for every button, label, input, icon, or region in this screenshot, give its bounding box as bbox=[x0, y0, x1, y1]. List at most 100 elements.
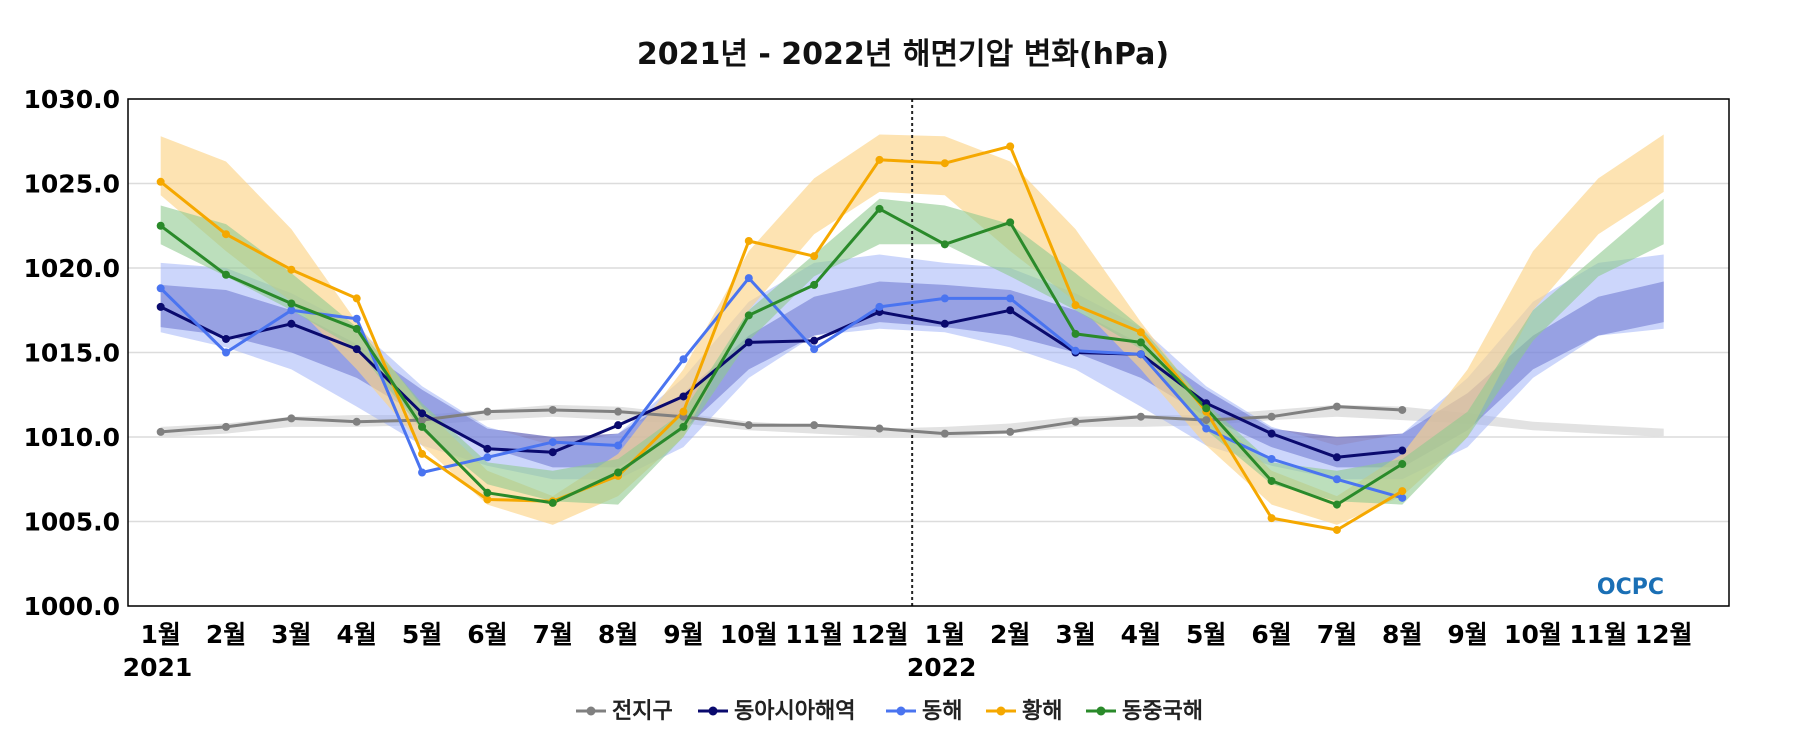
data-point-east-china-sea bbox=[156, 221, 165, 230]
y-tick-label: 1025.0 bbox=[24, 170, 120, 199]
y-tick-label: 1010.0 bbox=[24, 423, 120, 452]
x-tick-label: 12월 bbox=[1635, 620, 1693, 649]
data-point-yellow-sea bbox=[1136, 328, 1145, 337]
data-point-global bbox=[744, 421, 753, 430]
x-tick-label: 1월 bbox=[140, 620, 180, 649]
data-point-east-china-sea bbox=[287, 299, 296, 308]
data-point-east-asia-seas bbox=[744, 338, 753, 347]
x-axis: 1월 2월 3월 4월 5월 6월 7월 8월 9월 10월 11월 12월 1월 2월 3월 4월 5월 6월 7… bbox=[123, 620, 1693, 682]
data-point-global bbox=[418, 416, 427, 425]
data-point-yellow-sea bbox=[352, 294, 361, 303]
legend-item-east-sea: 동해 bbox=[886, 699, 962, 724]
x-tick-label: 11월 bbox=[785, 620, 843, 649]
data-point-east-sea bbox=[483, 453, 492, 462]
data-point-yellow-sea bbox=[679, 407, 688, 416]
x-tick-label: 3월 bbox=[1055, 620, 1095, 649]
legend-label: 전지구 bbox=[612, 699, 673, 724]
data-point-east-asia-seas bbox=[1398, 446, 1407, 455]
legend-label: 황해 bbox=[1022, 699, 1062, 724]
ocpc-logo: OCPC bbox=[1597, 575, 1664, 600]
data-point-east-china-sea bbox=[1332, 500, 1341, 509]
data-point-east-asia-seas bbox=[418, 409, 427, 418]
data-point-east-china-sea bbox=[614, 468, 623, 477]
y-tick-label: 1030.0 bbox=[24, 85, 120, 114]
legend-item-yellow-sea: 황해 bbox=[986, 699, 1062, 724]
x-tick-label: 12월 bbox=[851, 620, 909, 649]
data-point-east-asia-seas bbox=[940, 319, 949, 328]
data-point-east-asia-seas bbox=[483, 444, 492, 453]
legend-swatch-dot bbox=[586, 706, 596, 716]
x-tick-label: 8월 bbox=[598, 620, 638, 649]
series-line-east-asia-seas bbox=[160, 305, 1403, 459]
data-point-yellow-sea bbox=[1267, 514, 1276, 523]
x-tick-label: 2월 bbox=[206, 620, 246, 649]
data-point-east-asia-seas bbox=[810, 336, 819, 345]
data-point-east-asia-seas bbox=[1332, 453, 1341, 462]
x-tick-label: 8월 bbox=[1382, 620, 1422, 649]
data-point-east-china-sea bbox=[744, 311, 753, 320]
data-point-east-sea bbox=[1136, 350, 1145, 359]
series-line-global bbox=[160, 405, 1403, 436]
data-point-yellow-sea bbox=[156, 177, 165, 186]
x-tick-label: 9월 bbox=[1447, 620, 1487, 649]
data-point-east-asia-seas bbox=[222, 334, 231, 343]
y-tick-label: 1020.0 bbox=[24, 254, 120, 283]
data-point-yellow-sea bbox=[744, 236, 753, 245]
data-point-east-sea bbox=[1202, 424, 1211, 433]
data-point-yellow-sea bbox=[222, 230, 231, 239]
data-point-global bbox=[1071, 417, 1080, 426]
data-point-global bbox=[287, 414, 296, 423]
series-points bbox=[156, 142, 1407, 534]
x-tick-label: 1월 bbox=[925, 620, 965, 649]
x-tick-label: 10월 bbox=[1504, 620, 1562, 649]
data-point-east-asia-seas bbox=[352, 345, 361, 354]
x-tick-label: 4월 bbox=[1121, 620, 1161, 649]
legend-swatch-dot bbox=[896, 706, 906, 716]
data-point-yellow-sea bbox=[287, 265, 296, 274]
legend: 전지구 동아시아해역 동해 황해 동중국해 bbox=[576, 699, 1203, 724]
data-point-east-sea bbox=[1071, 346, 1080, 355]
data-point-east-asia-seas bbox=[614, 421, 623, 430]
data-point-east-china-sea bbox=[940, 240, 949, 249]
data-point-global bbox=[940, 429, 949, 438]
x-tick-label: 9월 bbox=[663, 620, 703, 649]
data-point-east-china-sea bbox=[548, 498, 557, 507]
data-point-yellow-sea bbox=[940, 159, 949, 168]
data-point-yellow-sea bbox=[1071, 301, 1080, 310]
data-point-east-china-sea bbox=[1202, 404, 1211, 413]
data-point-global bbox=[222, 422, 231, 431]
series-line-east-china-sea bbox=[159, 207, 1404, 507]
data-point-yellow-sea bbox=[418, 449, 427, 458]
data-point-global bbox=[614, 407, 623, 416]
data-point-east-sea bbox=[1398, 493, 1407, 502]
x-tick-label: 6월 bbox=[1251, 620, 1291, 649]
data-point-east-asia-seas bbox=[548, 448, 557, 457]
legend-label: 동중국해 bbox=[1122, 699, 1203, 724]
data-point-east-china-sea bbox=[222, 270, 231, 279]
chart-title: 2021년 - 2022년 해면기압 변화(hPa) bbox=[637, 37, 1169, 72]
data-point-global bbox=[156, 427, 165, 436]
plot-frame bbox=[127, 98, 1730, 607]
data-point-global bbox=[483, 407, 492, 416]
x-tick-label: 3월 bbox=[271, 620, 311, 649]
x-tick-label: 11월 bbox=[1569, 620, 1627, 649]
data-point-yellow-sea bbox=[1006, 142, 1015, 151]
data-point-global bbox=[1332, 402, 1341, 411]
year-label: 2021 bbox=[123, 653, 193, 682]
series-lines bbox=[159, 144, 1404, 532]
data-point-global bbox=[1267, 412, 1276, 421]
x-tick-label: 6월 bbox=[467, 620, 507, 649]
data-point-yellow-sea bbox=[1398, 487, 1407, 496]
legend-label: 동아시아해역 bbox=[734, 699, 855, 724]
x-tick-label: 10월 bbox=[720, 620, 778, 649]
data-point-east-asia-seas bbox=[287, 319, 296, 328]
data-point-east-sea bbox=[1332, 475, 1341, 484]
data-point-east-sea bbox=[222, 348, 231, 357]
data-point-east-china-sea bbox=[810, 280, 819, 289]
data-point-global bbox=[352, 417, 361, 426]
data-point-global bbox=[810, 421, 819, 430]
data-point-east-sea bbox=[418, 468, 427, 477]
legend-item-east-china-sea: 동중국해 bbox=[1086, 699, 1203, 724]
x-tick-label: 5월 bbox=[1186, 620, 1226, 649]
